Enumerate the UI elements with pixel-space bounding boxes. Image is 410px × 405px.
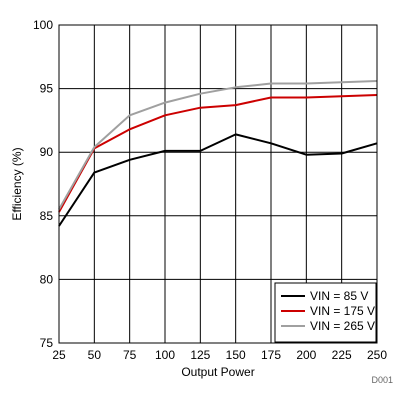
x-tick-label: 200 — [296, 348, 316, 362]
series-lines — [58, 80, 378, 227]
legend-label-2: VIN = 265 V — [310, 319, 375, 333]
figure-id-label: D001 — [371, 375, 393, 385]
legend-label-1: VIN = 175 V — [310, 304, 375, 318]
x-axis-label: Output Power — [181, 365, 254, 379]
y-tick-label: 80 — [40, 272, 54, 286]
y-tick-label: 100 — [33, 18, 53, 32]
x-tick-label: 75 — [123, 348, 137, 362]
x-tick-label: 25 — [52, 348, 66, 362]
y-tick-label: 85 — [40, 209, 54, 223]
x-tick-label: 225 — [332, 348, 352, 362]
plot-frame — [58, 24, 378, 344]
y-tick-label: 95 — [40, 82, 54, 96]
series-line-1 — [58, 94, 378, 213]
x-tick-label: 175 — [261, 348, 281, 362]
y-tick-label: 90 — [40, 145, 54, 159]
legend-label-0: VIN = 85 V — [310, 289, 368, 303]
y-tick-labels: 75 80 85 90 95 100 — [33, 18, 53, 350]
x-tick-label: 150 — [226, 348, 246, 362]
x-tick-label: 250 — [367, 348, 387, 362]
x-tick-label: 50 — [88, 348, 102, 362]
y-tick-label: 75 — [40, 336, 54, 350]
x-tick-label: 125 — [190, 348, 210, 362]
x-tick-labels: 25 50 75 100 125 150 175 200 225 250 — [52, 348, 387, 362]
y-axis-label: Efficiency (%) — [10, 147, 24, 220]
x-tick-label: 100 — [155, 348, 175, 362]
series-line-2 — [58, 80, 378, 210]
legend-box — [274, 282, 377, 343]
series-line-0 — [58, 133, 378, 227]
